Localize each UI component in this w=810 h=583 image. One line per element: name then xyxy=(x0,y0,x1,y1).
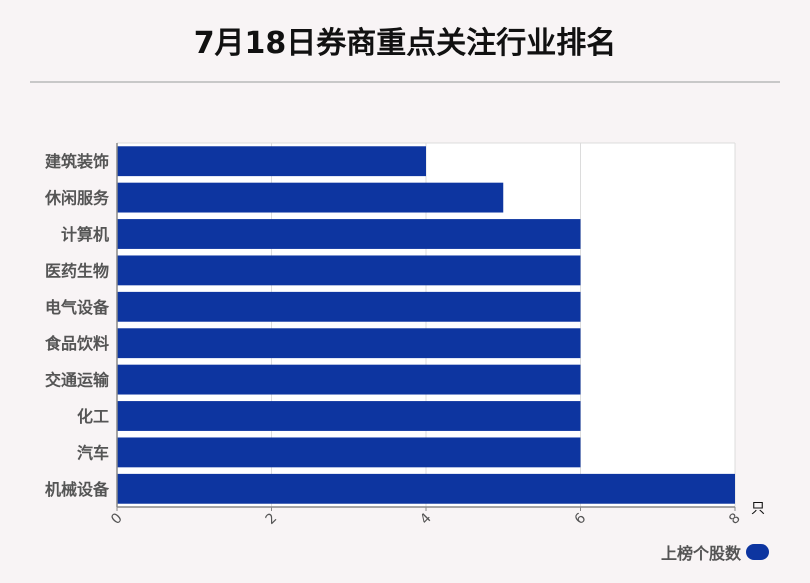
category-label: 休闲服务 xyxy=(44,189,110,208)
x-tick-label: 8 xyxy=(726,510,744,528)
x-tick-label: 0 xyxy=(108,510,126,528)
x-tick-label: 6 xyxy=(572,510,590,528)
category-label: 电气设备 xyxy=(45,298,110,317)
legend-swatch xyxy=(746,544,769,560)
bar-6 xyxy=(117,364,581,395)
x-tick-label: 2 xyxy=(263,510,281,528)
bar-3 xyxy=(117,255,581,286)
bar-1 xyxy=(117,182,504,213)
bar-9 xyxy=(117,473,735,504)
category-label: 汽车 xyxy=(77,443,109,462)
category-label: 医药生物 xyxy=(45,261,109,280)
bar-7 xyxy=(117,401,581,431)
bar-0 xyxy=(117,146,426,177)
bar-4 xyxy=(117,291,581,322)
chart-title: 7月18日券商重点关注行业排名 xyxy=(193,26,617,61)
bar-2 xyxy=(117,219,581,249)
x-tick-label: 4 xyxy=(417,510,435,528)
category-label: 食品饮料 xyxy=(44,334,109,353)
bar-8 xyxy=(117,437,581,468)
category-label: 交通运输 xyxy=(45,371,110,390)
unit-label: 只 xyxy=(751,501,765,517)
title-divider xyxy=(30,81,780,83)
category-label: 计算机 xyxy=(61,225,109,244)
legend-label: 上榜个股数 xyxy=(660,544,741,563)
category-label: 化工 xyxy=(77,407,109,426)
category-label: 建筑装饰 xyxy=(45,152,109,171)
bar-5 xyxy=(117,328,581,359)
category-label: 机械设备 xyxy=(45,480,110,499)
